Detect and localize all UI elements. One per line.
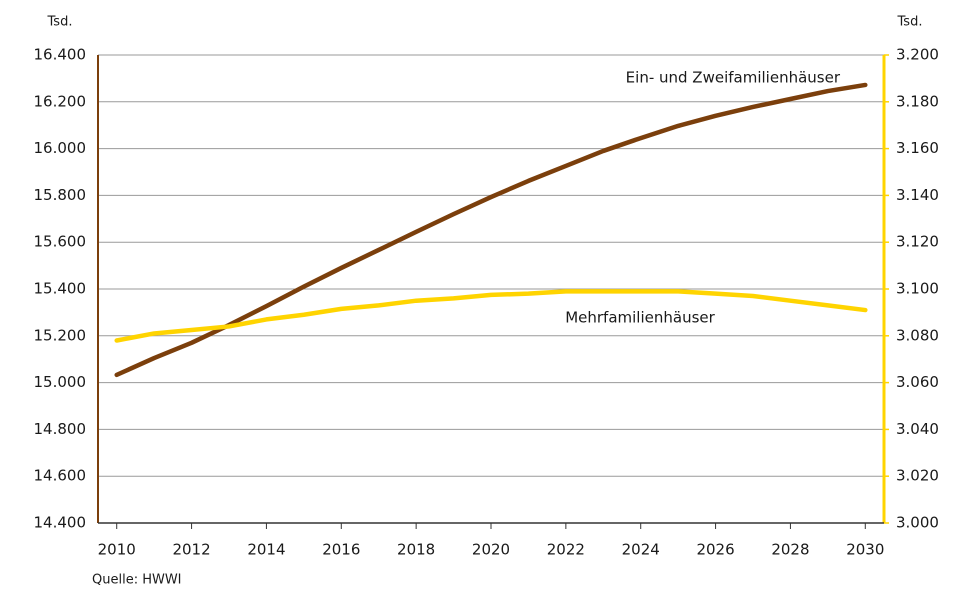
series-label: Ein- und Zweifamilienhäuser xyxy=(626,69,841,87)
y-tick-label: 14.800 xyxy=(34,420,87,438)
y2-axis-label: Tsd. xyxy=(897,15,923,30)
x-tick-label: 2014 xyxy=(247,541,285,559)
y-tick-label: 15.400 xyxy=(34,280,87,298)
x-tick-label: 2028 xyxy=(771,541,809,559)
y2-tick-label: 3.040 xyxy=(896,420,939,438)
y2-tick-label: 3.180 xyxy=(896,92,939,110)
x-tick-label: 2016 xyxy=(322,541,360,559)
source-note: Quelle: HWWI xyxy=(92,573,182,588)
y2-tick-label: 3.060 xyxy=(896,373,939,391)
y2-tick-label: 3.140 xyxy=(896,186,939,204)
x-tick-label: 2012 xyxy=(172,541,210,559)
y-tick-label: 15.600 xyxy=(34,233,87,251)
x-tick-label: 2020 xyxy=(472,541,510,559)
y2-tick-label: 3.120 xyxy=(896,233,939,251)
y2-tick-label: 3.160 xyxy=(896,139,939,157)
series-label: Mehrfamilienhäuser xyxy=(565,309,715,327)
y-tick-label: 15.200 xyxy=(34,326,87,344)
y2-tick-label: 3.200 xyxy=(896,46,939,64)
y2-tick-label: 3.000 xyxy=(896,514,939,532)
series-line xyxy=(114,289,868,343)
y2-tick-label: 3.080 xyxy=(896,326,939,344)
x-tick-label: 2022 xyxy=(547,541,585,559)
x-tick-label: 2024 xyxy=(622,541,660,559)
y-axis-label: Tsd. xyxy=(47,15,73,30)
y-tick-label: 16.400 xyxy=(34,46,87,64)
y2-tick-label: 3.100 xyxy=(896,280,939,298)
x-tick-label: 2026 xyxy=(696,541,734,559)
y-tick-label: 14.400 xyxy=(34,514,87,532)
y-tick-label: 16.200 xyxy=(34,92,87,110)
x-tick-label: 2018 xyxy=(397,541,435,559)
x-tick-label: 2010 xyxy=(98,541,136,559)
series-line xyxy=(114,82,868,378)
y-tick-label: 16.000 xyxy=(34,139,87,157)
y-tick-label: 15.000 xyxy=(34,373,87,391)
y2-tick-label: 3.020 xyxy=(896,467,939,485)
y-tick-label: 14.600 xyxy=(34,467,87,485)
y-tick-label: 15.800 xyxy=(34,186,87,204)
x-tick-label: 2030 xyxy=(846,541,884,559)
